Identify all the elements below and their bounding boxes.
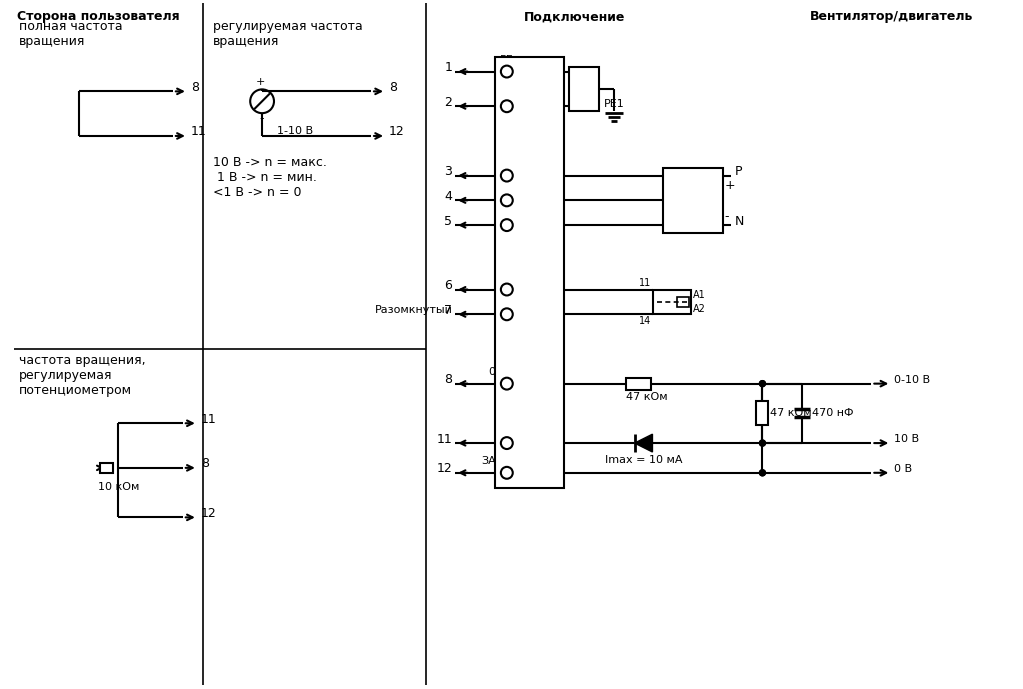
Text: Сторона пользователя: Сторона пользователя — [17, 10, 180, 23]
Text: +: + — [256, 77, 265, 88]
Text: 4: 4 — [444, 190, 452, 203]
Text: L1: L1 — [500, 158, 514, 169]
Text: Подключение: Подключение — [524, 10, 625, 23]
Text: A2: A2 — [693, 305, 706, 314]
Text: +: + — [724, 179, 736, 192]
Text: 10 В -> n = макс.
 1 В -> n = мин.
<1 В -> n = 0: 10 В -> n = макс. 1 В -> n = мин. <1 В -… — [213, 156, 326, 198]
Text: PE: PE — [500, 54, 514, 65]
Text: ~: ~ — [688, 194, 698, 203]
Bar — [756, 402, 768, 425]
Text: 10 кОм: 10 кОм — [97, 482, 139, 492]
Bar — [495, 56, 565, 488]
Bar — [663, 167, 723, 233]
Text: 11: 11 — [201, 413, 217, 426]
Text: 11: 11 — [190, 125, 207, 138]
Text: 1: 1 — [444, 61, 452, 74]
Text: 12: 12 — [389, 125, 405, 138]
Circle shape — [759, 470, 765, 476]
Text: AC1: AC1 — [665, 169, 684, 178]
Text: 10 В: 10 В — [494, 426, 520, 436]
Text: 5: 5 — [444, 215, 452, 227]
Text: 12: 12 — [437, 462, 452, 475]
Text: AC2: AC2 — [665, 194, 684, 203]
Text: P: P — [735, 165, 743, 178]
Text: 470 нФ: 470 нФ — [812, 409, 853, 418]
Text: PE: PE — [500, 90, 514, 99]
Bar — [677, 297, 690, 307]
Text: 0 В: 0 В — [894, 464, 913, 474]
Text: 6: 6 — [444, 279, 452, 292]
Text: -: - — [724, 209, 729, 223]
Bar — [654, 289, 692, 314]
Text: A1: A1 — [693, 289, 706, 300]
Text: 8: 8 — [190, 81, 198, 94]
Text: Вентилятор/двигатель: Вентилятор/двигатель — [809, 10, 973, 23]
Circle shape — [759, 380, 765, 387]
Text: 10 В: 10 В — [894, 434, 920, 444]
Text: N: N — [735, 215, 744, 227]
Circle shape — [759, 440, 765, 446]
Text: Разомкнутый: Разомкнутый — [374, 305, 452, 316]
Text: PE1: PE1 — [604, 99, 625, 109]
Bar — [626, 378, 652, 389]
Text: 8: 8 — [444, 373, 452, 386]
Text: регулируемая частота
вращения: регулируемая частота вращения — [213, 20, 362, 48]
Polygon shape — [634, 434, 653, 452]
Text: 3: 3 — [444, 165, 452, 178]
Bar — [569, 67, 598, 111]
Text: PE: PE — [577, 84, 591, 94]
Text: частота вращения,
регулируемая
потенциометром: частота вращения, регулируемая потенциом… — [19, 354, 146, 397]
Text: 0-10 В: 0-10 В — [894, 375, 930, 384]
Text: ~: ~ — [688, 169, 698, 178]
Text: L2: L2 — [500, 183, 514, 194]
Text: COM: COM — [494, 273, 520, 282]
Text: L3: L3 — [500, 208, 514, 218]
Text: Imax = 10 мА: Imax = 10 мА — [605, 455, 682, 465]
Bar — [99, 463, 114, 473]
Text: 2: 2 — [444, 96, 452, 109]
Text: AC3: AC3 — [665, 218, 684, 228]
Text: 14: 14 — [639, 316, 652, 327]
Circle shape — [759, 440, 765, 446]
Text: 8: 8 — [201, 457, 209, 471]
Text: 8: 8 — [389, 81, 397, 94]
Circle shape — [759, 470, 765, 476]
Text: 11: 11 — [639, 278, 652, 287]
Text: 7: 7 — [444, 304, 452, 317]
Circle shape — [759, 380, 765, 387]
Text: 12: 12 — [201, 507, 217, 520]
Text: 11: 11 — [437, 433, 452, 446]
Text: ЗАЗЕМЛ.: ЗАЗЕМЛ. — [482, 456, 532, 466]
Text: ~: ~ — [688, 218, 698, 228]
Text: -: - — [260, 112, 264, 125]
Text: 47 кОм: 47 кОм — [770, 409, 812, 418]
Text: 47 кОм: 47 кОм — [626, 391, 667, 402]
Text: 1-10 В: 1-10 В — [277, 126, 313, 136]
Text: полная частота
вращения: полная частота вращения — [19, 20, 123, 48]
Text: 0-10 В: 0-10 В — [489, 367, 525, 377]
